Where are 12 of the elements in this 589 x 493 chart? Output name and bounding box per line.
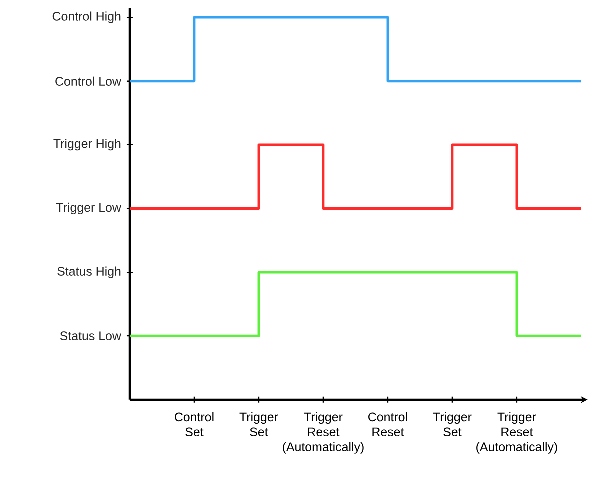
x-tick-label: Trigger Reset (Automatically)	[283, 412, 364, 454]
x-tick-label: Control Set	[175, 412, 214, 437]
x-tick-label: Trigger Reset (Automatically)	[476, 412, 558, 454]
text: Trigger High	[54, 139, 121, 151]
text: Control Low	[56, 76, 122, 86]
text: Status Low	[60, 332, 122, 341]
text: Status High	[58, 266, 121, 278]
x-tick-label: Trigger Set	[240, 412, 278, 437]
text: Trigger Low	[56, 202, 122, 215]
text: Control High	[52, 12, 121, 24]
x-tick-label: Control Reset	[368, 412, 408, 437]
x-tick-label: Trigger Set	[433, 412, 472, 437]
